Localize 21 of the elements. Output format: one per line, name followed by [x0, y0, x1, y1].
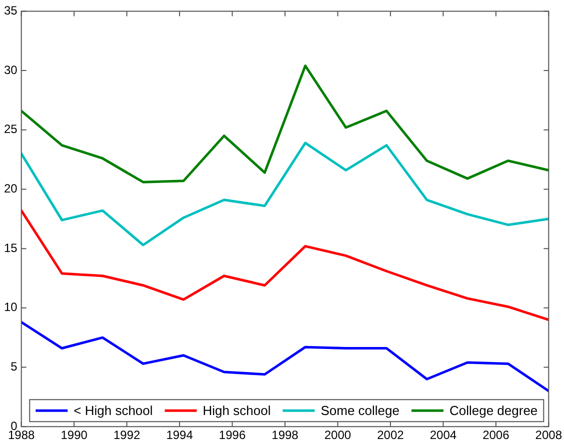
- x-tick-label: 1994: [166, 428, 194, 442]
- y-tick-label: 5: [10, 360, 18, 374]
- y-tick-label: 20: [4, 182, 18, 196]
- x-tick-label: 1990: [60, 428, 88, 442]
- y-tick-label: 35: [4, 4, 18, 18]
- x-tick-label: 2002: [377, 428, 404, 442]
- x-tick-label: 2006: [482, 428, 510, 442]
- x-tick-label: 2008: [535, 428, 562, 442]
- x-tick-label: 1996: [218, 428, 246, 442]
- x-tick-label: 2004: [430, 428, 457, 442]
- y-tick-label: 30: [4, 62, 18, 77]
- legend-label: Some college: [320, 403, 400, 418]
- legend-label: High school: [202, 403, 271, 418]
- y-tick-label: 10: [4, 300, 18, 314]
- y-tick-label: 25: [4, 122, 18, 136]
- legend-label: College degree: [449, 403, 538, 418]
- x-tick-label: 2000: [324, 428, 352, 442]
- x-tick-label: 1992: [113, 428, 140, 442]
- x-tick-label: 1998: [272, 428, 299, 442]
- y-tick-label: 15: [4, 240, 18, 255]
- legend-label: < High school: [74, 403, 153, 418]
